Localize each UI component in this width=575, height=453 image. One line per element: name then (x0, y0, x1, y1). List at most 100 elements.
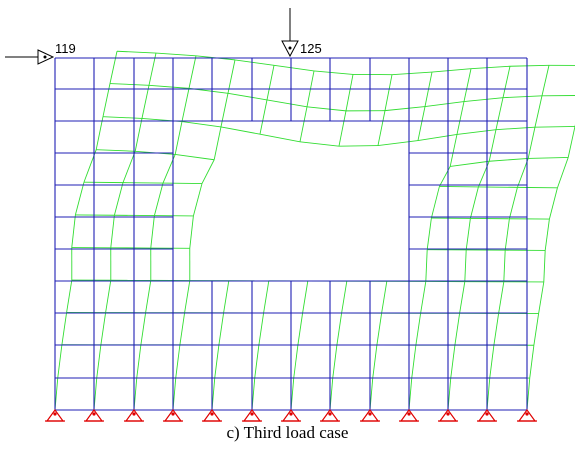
deformed-element-edge (110, 215, 115, 248)
support-node-dot (328, 412, 332, 416)
deformed-element-edge (313, 70, 354, 75)
deformed-element-edge (488, 129, 497, 162)
deformed-element-edge (179, 312, 186, 345)
deformed-element-edge (57, 344, 63, 378)
deformed-element-edge (155, 52, 197, 57)
deformed-element-edge (381, 281, 388, 314)
deformed-element-edge (450, 160, 490, 167)
deformed-element-edge (74, 182, 85, 216)
deformed-element-edge (227, 92, 268, 101)
deformed-element-edge (377, 140, 419, 146)
deformed-element-edge (456, 101, 465, 135)
support-node-dot (368, 412, 372, 416)
deformed-element-edge (227, 59, 236, 94)
deformed-element-edge (184, 280, 191, 313)
deformed-element-edge (534, 125, 575, 128)
deformed-element-edge (338, 110, 347, 147)
load-point-119 (43, 55, 47, 59)
deformed-element-edge (430, 186, 440, 219)
deformed-element-edge (109, 51, 118, 84)
deformed-element-edge (234, 59, 275, 66)
deformed-element-edge (174, 121, 183, 155)
node-label-125: 125 (300, 41, 322, 56)
deformed-element-edge (96, 344, 102, 379)
deformed-element-edge (463, 68, 472, 102)
deformed-element-edge (449, 134, 458, 167)
deformed-element-edge (71, 214, 76, 248)
deformed-element-edge (464, 249, 467, 282)
deformed-element-edge (372, 345, 378, 379)
deformed-element-edge (426, 217, 432, 250)
supports (45, 408, 537, 422)
deformed-element-edge (527, 127, 536, 159)
deformed-element-edge (463, 97, 504, 102)
deformed-element-edge (498, 281, 505, 314)
deformed-element-edge (122, 151, 136, 183)
deformed-element-edge (502, 66, 511, 98)
deformed-element-edge (105, 280, 112, 313)
deformed-element-edge (502, 95, 543, 99)
deformed-element-edge (336, 313, 343, 346)
deformed-element-edge (141, 85, 150, 119)
deformed-element-edge (417, 106, 426, 141)
support-node-dot (171, 412, 175, 416)
deformed-element-edge (223, 280, 230, 313)
deformed-element-edge (175, 344, 181, 379)
deformed-element-edge (266, 65, 275, 100)
deformed-element-edge (332, 344, 338, 379)
node-label-119: 119 (55, 41, 76, 56)
deformed-element-edge (534, 95, 543, 128)
deformed-element-edge (424, 101, 465, 108)
deformed-element-edge (420, 281, 427, 314)
deformed-element-edge (341, 281, 348, 314)
deformed-element-edge (493, 313, 500, 346)
support-node-dot (53, 412, 57, 416)
deformed-element-edge (145, 280, 152, 313)
deformed-element-edge (201, 159, 215, 184)
deformed-element-edge (556, 157, 569, 189)
deformed-element-edge (259, 99, 268, 135)
deformed-element-edge (192, 183, 203, 217)
deformed-element-edge (218, 312, 225, 345)
deformed-element-edge (188, 55, 197, 89)
deformed-element-edge (477, 161, 490, 188)
deformed-element-edge (439, 166, 451, 187)
deformed-element-edge (509, 64, 550, 67)
deformed-element-edge (411, 345, 417, 379)
deformed-element-edge (306, 106, 347, 112)
deformed-element-edge (538, 281, 545, 314)
support-node-dot (407, 412, 411, 416)
deformed-element-edge (220, 126, 261, 135)
deformed-element-edge (175, 153, 215, 161)
deformed-element-edge (533, 313, 540, 346)
support-node-dot (92, 412, 96, 416)
deformed-element-edge (299, 106, 308, 142)
support-node-dot (250, 412, 254, 416)
support-node-dot (525, 412, 529, 416)
deformed-element-edge (470, 65, 511, 70)
deformed-element-edge (258, 312, 265, 346)
deformed-element-edge (495, 126, 536, 131)
deformed-element-edge (66, 279, 73, 313)
deformed-element-edge (377, 110, 386, 146)
deformed-element-edge (543, 250, 546, 282)
deformed-element-edge (541, 65, 550, 96)
load-arrows: 119 125 (5, 8, 322, 65)
deformed-element-edge (544, 219, 550, 251)
load-point-125 (288, 46, 292, 50)
support-node-dot (446, 412, 450, 416)
deformed-element-edge (391, 71, 433, 76)
deformed-element-edge (254, 344, 260, 379)
support-node-dot (210, 412, 214, 416)
deformed-element-edge (425, 249, 428, 282)
deformed-element-edge (503, 250, 506, 282)
deformed-element-edge (95, 116, 104, 150)
deformed-element-edge (100, 312, 107, 345)
deformed-element-edge (516, 158, 529, 188)
deformed-element-edge (431, 68, 472, 73)
deformed-element-edge (102, 116, 142, 119)
deformed-element-edge (489, 157, 529, 162)
support-node-dot (485, 412, 489, 416)
deformed-element-edge (299, 141, 340, 147)
deformed-element-edge (384, 74, 393, 111)
